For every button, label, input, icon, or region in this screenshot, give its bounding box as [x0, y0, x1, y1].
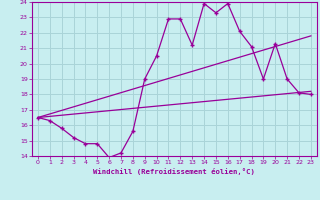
- X-axis label: Windchill (Refroidissement éolien,°C): Windchill (Refroidissement éolien,°C): [93, 168, 255, 175]
